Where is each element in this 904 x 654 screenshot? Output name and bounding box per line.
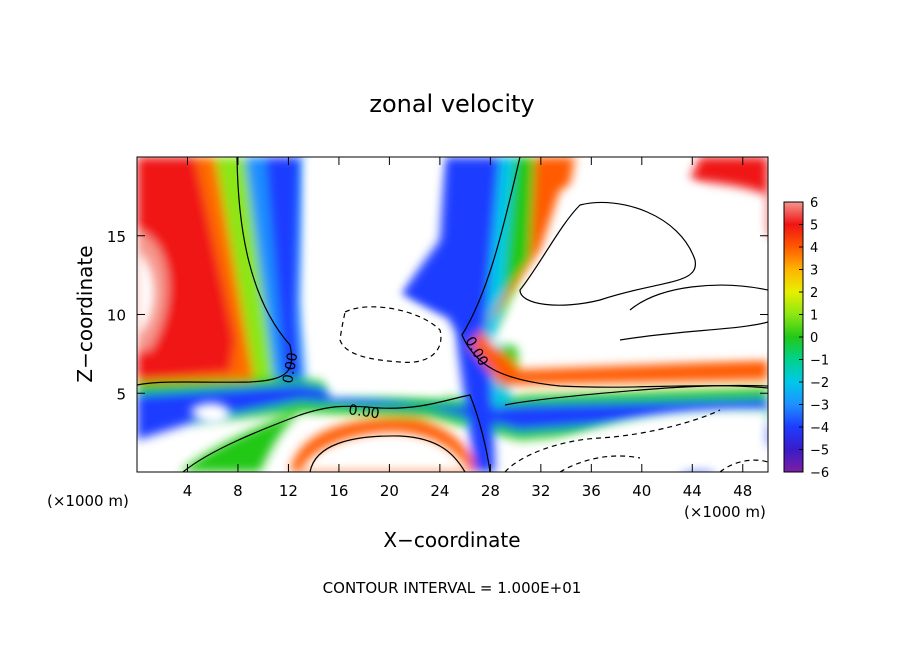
colorbar-tick-label: 0: [810, 331, 818, 346]
x-tick-label: 24: [430, 482, 449, 500]
x-tick-label: 32: [531, 482, 550, 500]
contour-line: [461, 157, 768, 389]
x-units-left: (×1000 m): [47, 492, 129, 510]
y-tick-label: 5: [116, 385, 126, 403]
contour-line: [504, 384, 768, 406]
y-tick-label: 10: [107, 307, 126, 325]
x-axis: 4 8 12 16 20 24 28 32 36 40 44 48: [183, 157, 752, 500]
y-tick-label: 15: [107, 228, 126, 246]
colorbar-tick-label: 3: [810, 264, 818, 279]
x-tick-label: 48: [733, 482, 752, 500]
x-tick-label: 40: [632, 482, 651, 500]
colorbar-tick-label: 1: [810, 309, 818, 324]
colorbar-tick-label: −4: [810, 421, 829, 436]
field-region-lower-blue: [137, 385, 768, 440]
colorbar-tick-label: −1: [810, 354, 829, 369]
contour-interval-note: CONTOUR INTERVAL = 1.000E+01: [323, 579, 582, 597]
colorbar-tick-label: 5: [810, 219, 818, 234]
colorbar-tick-label: −6: [810, 466, 829, 481]
x-tick-label: 8: [233, 482, 243, 500]
chart-title: zonal velocity: [369, 90, 534, 118]
y-axis-label: Z−coordinate: [73, 245, 97, 382]
velocity-field: 0.00 0.00 0.00: [137, 157, 768, 472]
x-tick-label: 16: [329, 482, 348, 500]
contour-line: [137, 157, 293, 386]
field-region-lower-right-core: [520, 409, 768, 472]
contour-line-dashed: [504, 409, 768, 472]
field-region-small-white: [190, 402, 230, 426]
x-axis-label: X−coordinate: [383, 528, 520, 552]
y-axis: 5 10 15: [107, 228, 768, 403]
field-region-left-column-core: [265, 157, 300, 382]
colorbar-tick-label: 2: [810, 286, 818, 301]
contour-line: [182, 394, 491, 472]
colorbar-tick-label: −5: [810, 444, 829, 459]
contour-label: 0.00: [347, 402, 380, 422]
field-region-right-core: [490, 179, 768, 355]
x-tick-label: 28: [481, 482, 500, 500]
x-tick-label: 4: [183, 482, 193, 500]
field-region-center-core: [305, 157, 450, 398]
contour-labels: 0.00 0.00 0.00: [280, 334, 491, 422]
colorbar-ticks: 6 5 4 3 2 1 0 −1 −2 −3 −4 −5 −6: [799, 196, 829, 481]
colorbar-tick-label: −3: [810, 399, 829, 414]
x-tick-label: 12: [279, 482, 298, 500]
contour-line: [309, 435, 466, 472]
x-tick-label: 44: [683, 482, 702, 500]
field-region-right-column: [400, 157, 520, 472]
x-tick-label: 36: [582, 482, 601, 500]
x-units-right: (×1000 m): [684, 503, 766, 521]
contour-line: [519, 201, 696, 306]
contour-label: 0.00: [280, 351, 301, 384]
contour-lines: [137, 157, 768, 472]
colorbar-tick-label: 6: [810, 196, 818, 211]
field-region-right-warm: [470, 157, 768, 385]
contour-line: [619, 284, 768, 341]
contour-line-dashed: [339, 306, 442, 363]
colorbar-tick-label: −2: [810, 376, 829, 391]
colorbar-tick-label: 4: [810, 241, 818, 256]
x-tick-label: 20: [380, 482, 399, 500]
